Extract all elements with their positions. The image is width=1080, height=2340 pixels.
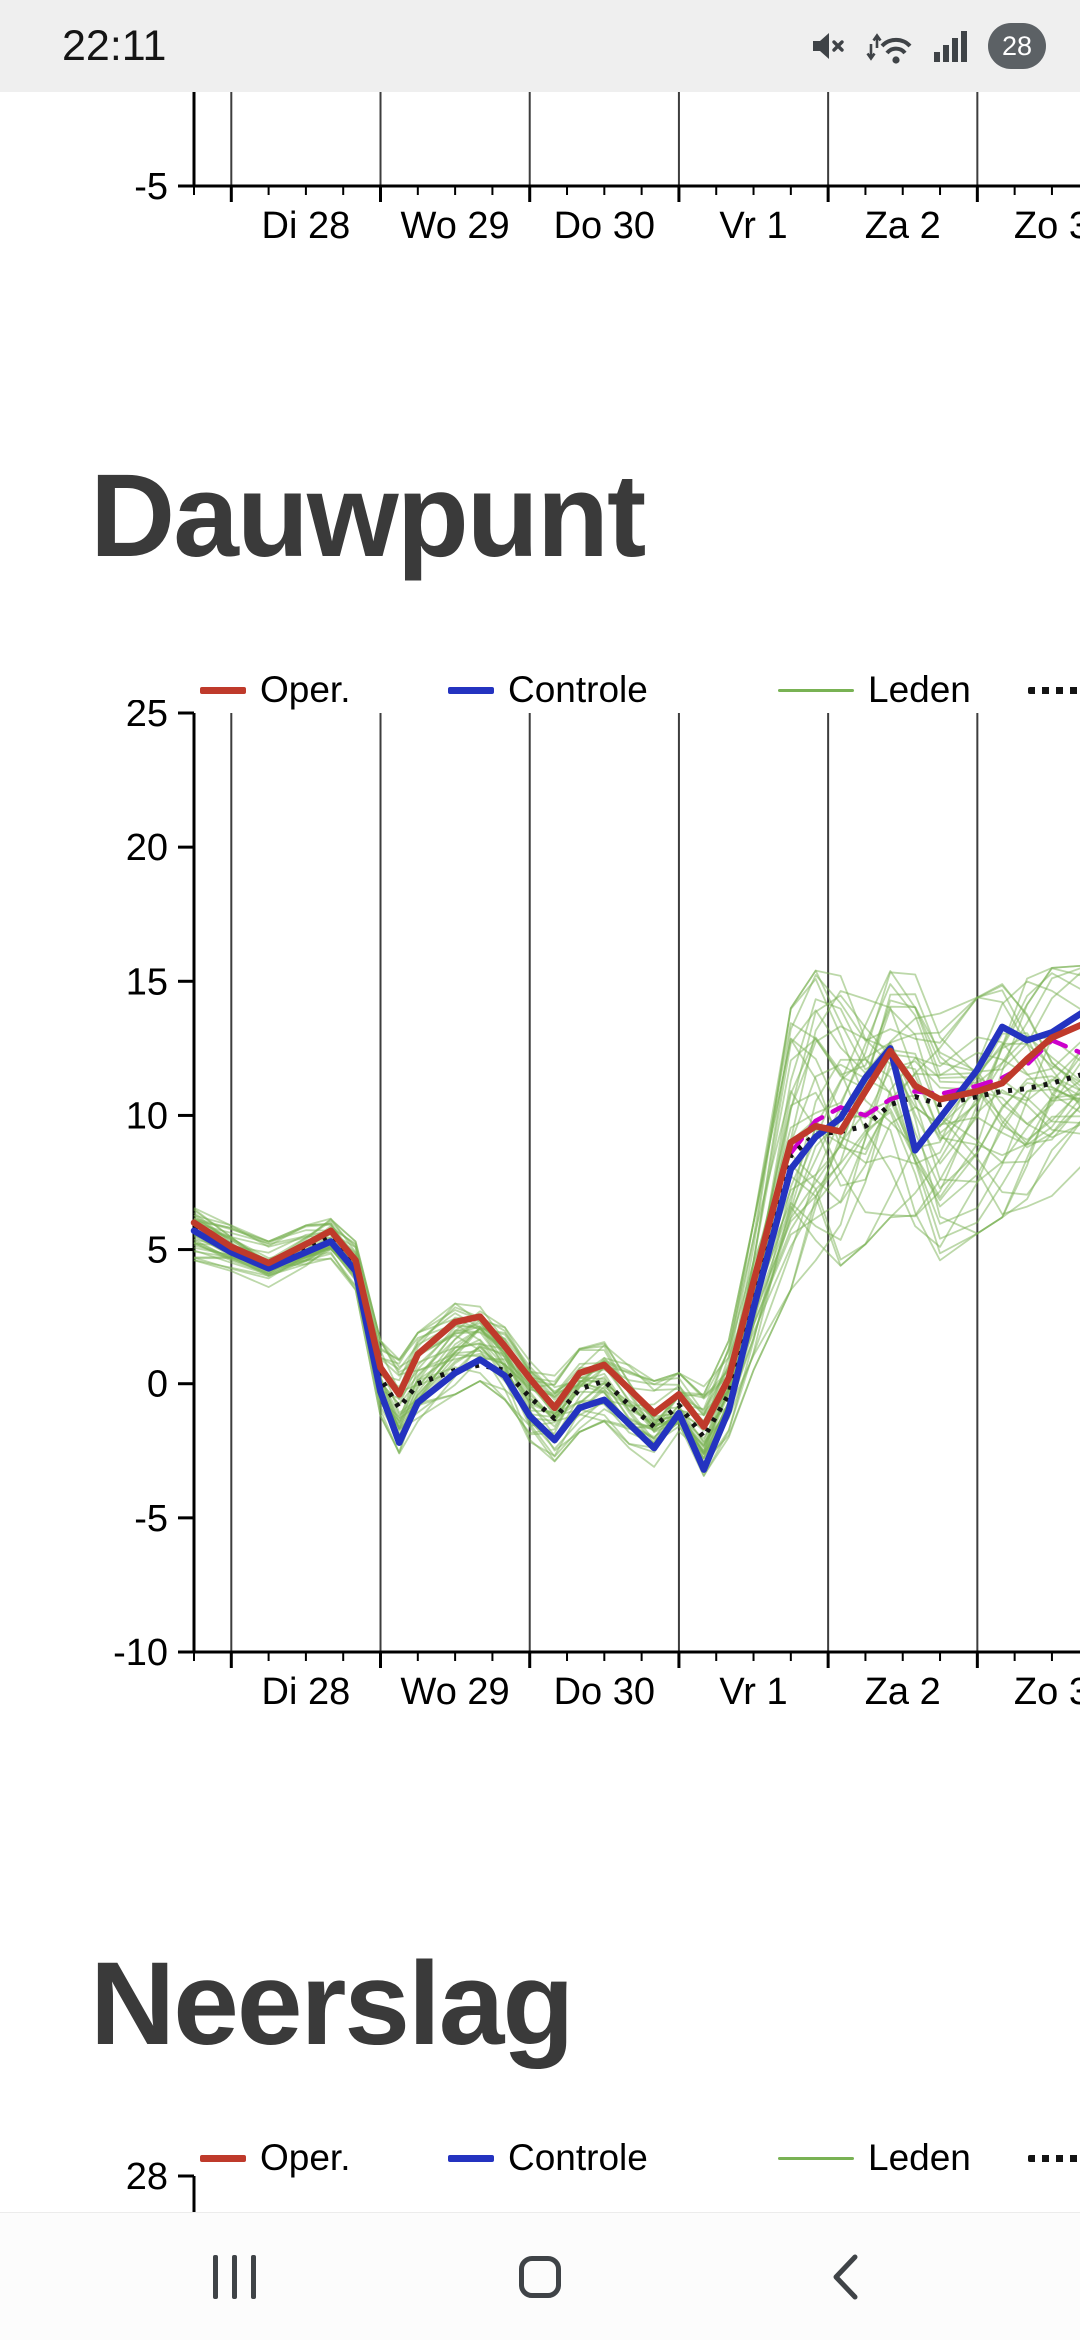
series-dotted: [192, 1072, 1080, 1440]
svg-text:20: 20: [126, 827, 168, 869]
svg-text:25: 25: [126, 700, 168, 735]
svg-text:Do 30: Do 30: [554, 205, 655, 247]
legend-item-leden: Leden: [778, 668, 971, 712]
svg-text:Za 2: Za 2: [865, 1671, 941, 1713]
svg-text:Vr 1: Vr 1: [719, 1671, 787, 1713]
dauwpunt-chart-plot: Di 28 Wo 29 Do 30 Vr 1 Za 2 Zo 3 25 20 15 10 5 0 -5 -…: [113, 700, 1080, 1713]
legend-item-dotted: [1028, 668, 1080, 712]
oper-line-swatch: [200, 686, 246, 694]
legend-item-controle: Controle: [448, 668, 648, 712]
svg-text:-5: -5: [134, 1498, 168, 1540]
svg-text:28: 28: [126, 2156, 168, 2198]
legend-item-oper: Oper.: [200, 2136, 351, 2180]
wifi-icon: [866, 33, 912, 64]
svg-text:10: 10: [126, 1095, 168, 1137]
legend-item-controle: Controle: [448, 2136, 648, 2180]
svg-text:Di 28: Di 28: [262, 1671, 351, 1713]
legend-label-controle: Controle: [508, 669, 648, 710]
dotted-line-swatch: [1028, 2154, 1080, 2162]
controle-line-swatch: [448, 686, 494, 694]
home-button[interactable]: [512, 2249, 568, 2305]
series-Controle: [190, 1010, 1080, 1473]
clock: 22:11: [62, 21, 167, 70]
chart-legend: Oper. Controle Leden: [0, 2136, 1080, 2180]
svg-text:Zo 3: Zo 3: [1014, 1671, 1080, 1713]
page-title-neerslag: Neerslag: [90, 1938, 575, 2070]
svg-text:Wo 29: Wo 29: [401, 1671, 510, 1713]
svg-text:Zo 3: Zo 3: [1014, 205, 1080, 247]
previous-chart-bottom-edge: Di 28 Wo 29 Do 30 Vr 1 Za 2 Zo 3 -5: [134, 92, 1080, 247]
neerslag-chart-top-edge: 28: [126, 2156, 196, 2212]
oper-line-swatch: [200, 2154, 246, 2162]
svg-text:Wo 29: Wo 29: [401, 205, 510, 247]
legend-item-leden: Leden: [778, 2136, 971, 2180]
back-icon: [833, 2254, 858, 2299]
legend-item-oper: Oper.: [200, 668, 351, 712]
svg-text:-5: -5: [134, 166, 168, 208]
home-icon: [519, 2255, 561, 2298]
svg-text:Do 30: Do 30: [554, 1671, 655, 1713]
battery-percent-badge: 28: [988, 23, 1046, 69]
mute-icon: [813, 33, 844, 59]
leden-line-swatch: [778, 688, 854, 692]
legend-label-leden: Leden: [868, 669, 971, 710]
legend-label-leden: Leden: [868, 2137, 971, 2178]
dotted-line-swatch: [1028, 686, 1080, 694]
back-button[interactable]: [818, 2249, 874, 2305]
leden-line-swatch: [778, 2156, 854, 2160]
svg-text:Vr 1: Vr 1: [719, 205, 787, 247]
controle-line-swatch: [448, 2154, 494, 2162]
navigation-bar: [0, 2212, 1080, 2340]
legend-item-dotted: [1028, 2136, 1080, 2180]
signal-icon: [934, 31, 967, 62]
recents-icon: [206, 2254, 263, 2299]
legend-label-oper: Oper.: [260, 669, 351, 710]
series-Oper.: [190, 1021, 1080, 1430]
svg-text:Za 2: Za 2: [865, 205, 941, 247]
page-title-dauwpunt: Dauwpunt: [90, 450, 646, 582]
status-bar: 22:11 28: [0, 0, 1080, 92]
svg-text:0: 0: [147, 1364, 168, 1406]
svg-text:15: 15: [126, 961, 168, 1003]
status-icons: 28: [808, 23, 1046, 69]
recents-button[interactable]: [206, 2249, 262, 2305]
legend-label-oper: Oper.: [260, 2137, 351, 2178]
battery-percent: 28: [1001, 30, 1033, 61]
svg-text:Di 28: Di 28: [262, 205, 351, 247]
svg-text:-10: -10: [113, 1632, 168, 1674]
chart-legend: Oper. Controle Leden: [0, 668, 1080, 712]
svg-text:5: 5: [147, 1230, 168, 1272]
legend-label-controle: Controle: [508, 2137, 648, 2178]
